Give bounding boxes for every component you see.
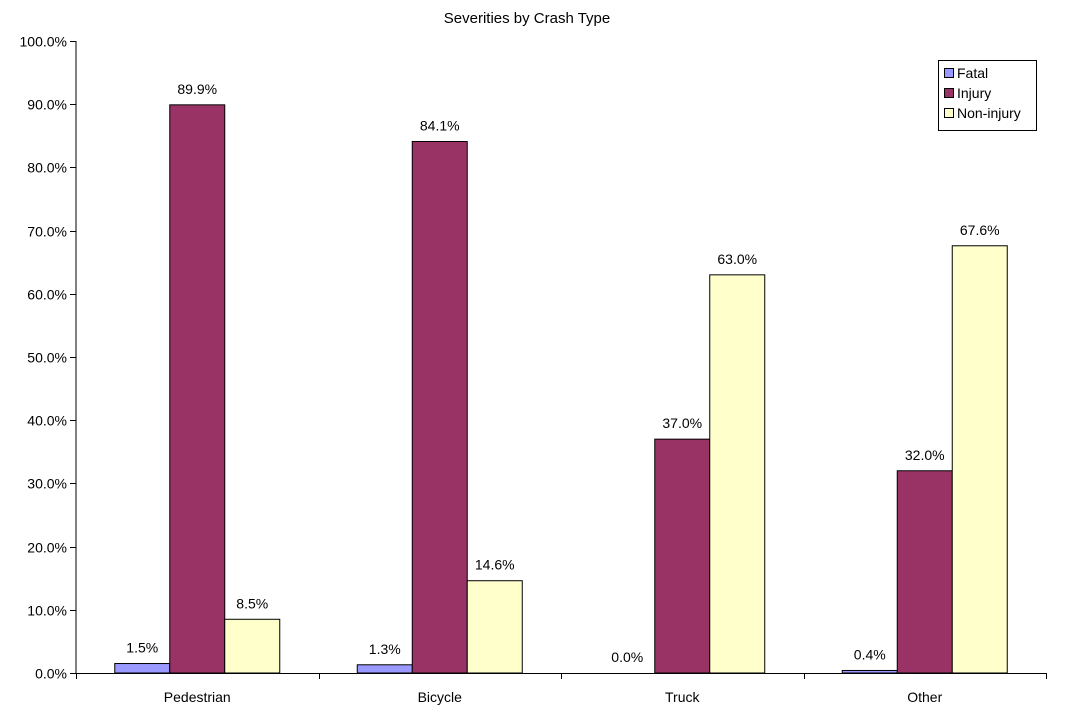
y-tick-label: 50.0% (27, 350, 67, 366)
legend-label: Injury (957, 85, 991, 101)
y-tick-label: 90.0% (27, 97, 67, 113)
data-label: 0.4% (854, 646, 886, 662)
legend: Fatal Injury Non-injury (938, 60, 1037, 131)
legend-label: Fatal (957, 65, 988, 81)
bar-non-injury (466, 580, 523, 674)
legend-swatch (944, 68, 954, 78)
bar-injury (169, 104, 226, 674)
x-tick-label: Other (907, 689, 942, 705)
data-label: 89.9% (177, 81, 217, 97)
y-tick-label: 70.0% (27, 224, 67, 240)
data-label: 1.5% (126, 640, 158, 656)
data-labels: 1.5% 1.3% 0.0% 0.4% 89.9% 84.1% 37.0% 32.0% 8.5%… (126, 81, 999, 665)
y-tick-label: 30.0% (27, 476, 67, 492)
y-tick-label: 100.0% (20, 34, 67, 50)
data-label: 8.5% (236, 595, 268, 611)
legend-swatch (944, 88, 954, 98)
bar-non-injury (224, 618, 281, 674)
bar-non-injury (709, 274, 766, 674)
y-tick-label: 60.0% (27, 287, 67, 303)
bar-injury (896, 470, 953, 674)
x-tick-label: Pedestrian (164, 689, 231, 705)
y-tick-label: 80.0% (27, 160, 67, 176)
data-label: 14.6% (475, 557, 515, 573)
y-tick-label: 10.0% (27, 603, 67, 619)
legend-swatch (944, 108, 954, 118)
legend-box (938, 60, 1037, 131)
bar-non-injury (951, 245, 1008, 674)
x-tick-label: Bicycle (418, 689, 463, 705)
bar-fatal (356, 664, 413, 674)
y-axis: 0.0% 10.0% 20.0% 30.0% 40.0% 50.0% 60.0% 70.0% 8… (20, 34, 77, 682)
bars (114, 104, 1008, 674)
x-axis: Pedestrian Bicycle Truck Other (76, 673, 1047, 705)
chart-title: Severities by Crash Type (444, 10, 610, 27)
bar-fatal (841, 669, 898, 674)
data-label: 1.3% (369, 641, 401, 657)
data-label: 37.0% (662, 415, 702, 431)
data-label: 67.6% (960, 222, 1000, 238)
y-tick-label: 40.0% (27, 413, 67, 429)
bar-injury (411, 140, 468, 674)
data-label: 63.0% (717, 251, 757, 267)
y-tick-label: 20.0% (27, 540, 67, 556)
bar-fatal (114, 663, 171, 674)
y-tick-label: 0.0% (35, 666, 67, 682)
data-label: 84.1% (420, 117, 460, 133)
data-label: 32.0% (905, 447, 945, 463)
bar-injury (654, 438, 711, 674)
x-tick-label: Truck (665, 689, 700, 705)
data-label: 0.0% (611, 649, 643, 665)
legend-label: Non-injury (957, 105, 1021, 121)
